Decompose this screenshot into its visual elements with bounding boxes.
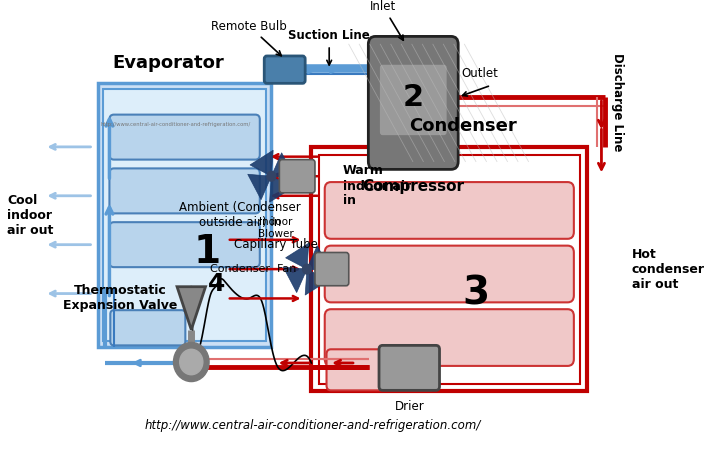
Text: 2: 2 bbox=[403, 84, 424, 112]
Polygon shape bbox=[305, 269, 328, 295]
FancyBboxPatch shape bbox=[311, 147, 587, 392]
Polygon shape bbox=[177, 287, 206, 330]
Text: Evaporator: Evaporator bbox=[113, 54, 225, 72]
FancyBboxPatch shape bbox=[109, 168, 260, 213]
Polygon shape bbox=[283, 267, 307, 293]
FancyBboxPatch shape bbox=[315, 252, 348, 286]
Circle shape bbox=[180, 349, 203, 375]
FancyBboxPatch shape bbox=[111, 310, 185, 346]
Text: http://www.central-air-conditioner-and-refrigeration.com/: http://www.central-air-conditioner-and-r… bbox=[101, 122, 251, 127]
Text: Ambient (Condenser
outside air) in: Ambient (Condenser outside air) in bbox=[180, 201, 301, 230]
Text: 4: 4 bbox=[208, 272, 225, 296]
FancyBboxPatch shape bbox=[325, 309, 574, 366]
Text: Indoor
Blower: Indoor Blower bbox=[258, 217, 294, 239]
FancyBboxPatch shape bbox=[109, 115, 260, 160]
FancyBboxPatch shape bbox=[327, 349, 435, 390]
FancyBboxPatch shape bbox=[379, 346, 439, 390]
Text: 3: 3 bbox=[463, 274, 489, 313]
Text: Thermostatic
Expansion Valve: Thermostatic Expansion Valve bbox=[63, 284, 177, 312]
Polygon shape bbox=[271, 153, 295, 178]
Text: Inlet: Inlet bbox=[370, 0, 403, 40]
FancyBboxPatch shape bbox=[318, 155, 580, 383]
Text: Outlet: Outlet bbox=[462, 67, 498, 80]
FancyBboxPatch shape bbox=[380, 65, 446, 135]
Text: Compressor: Compressor bbox=[363, 179, 464, 194]
Text: Condenser: Condenser bbox=[409, 117, 517, 135]
Text: 1: 1 bbox=[194, 233, 220, 271]
Text: Discharge Line: Discharge Line bbox=[611, 53, 624, 152]
Text: Cool
indoor
air out: Cool indoor air out bbox=[7, 194, 54, 237]
Circle shape bbox=[173, 342, 209, 382]
FancyBboxPatch shape bbox=[325, 182, 574, 239]
Text: Drier: Drier bbox=[394, 400, 424, 413]
Text: Warm
indoor air
in: Warm indoor air in bbox=[343, 165, 410, 207]
Polygon shape bbox=[270, 176, 293, 202]
Text: Hot
condenser
air out: Hot condenser air out bbox=[631, 248, 704, 291]
Polygon shape bbox=[286, 243, 309, 269]
Circle shape bbox=[267, 171, 276, 181]
Polygon shape bbox=[250, 150, 273, 176]
FancyBboxPatch shape bbox=[279, 160, 315, 193]
Text: Condenser  Fan: Condenser Fan bbox=[210, 264, 297, 274]
Text: Remote Bulb: Remote Bulb bbox=[211, 19, 287, 56]
FancyBboxPatch shape bbox=[109, 222, 260, 267]
FancyBboxPatch shape bbox=[368, 36, 458, 169]
Text: http://www.central-air-conditioner-and-refrigeration.com/: http://www.central-air-conditioner-and-r… bbox=[145, 419, 482, 432]
Polygon shape bbox=[307, 246, 331, 271]
Polygon shape bbox=[248, 174, 271, 200]
FancyBboxPatch shape bbox=[264, 56, 305, 83]
Text: Suction Line: Suction Line bbox=[289, 29, 370, 65]
FancyBboxPatch shape bbox=[103, 89, 266, 342]
Circle shape bbox=[303, 264, 311, 274]
Text: Capillary Tube: Capillary Tube bbox=[234, 238, 318, 251]
FancyBboxPatch shape bbox=[325, 246, 574, 302]
FancyBboxPatch shape bbox=[98, 83, 271, 347]
